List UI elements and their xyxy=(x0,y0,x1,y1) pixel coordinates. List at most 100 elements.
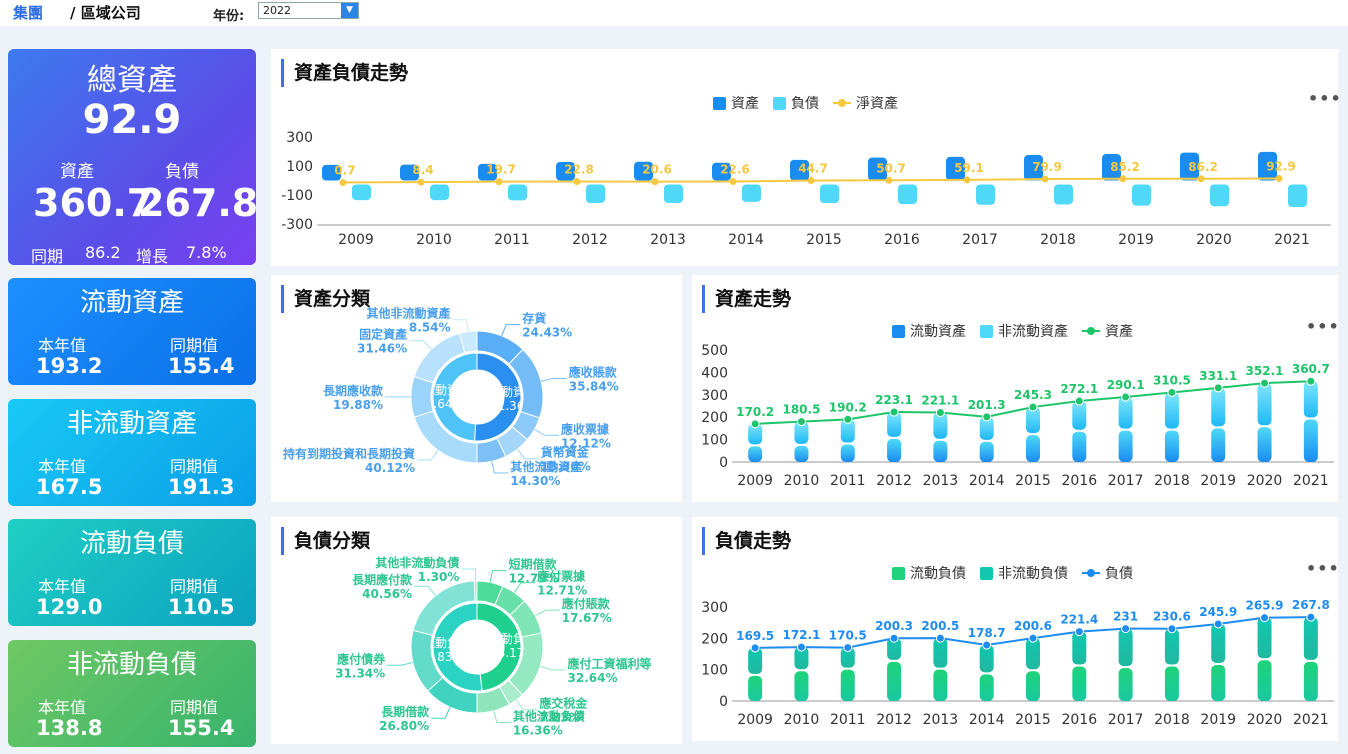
outer-slice-value: 12.79% xyxy=(509,572,559,586)
outer-slice-value: 24.43% xyxy=(522,326,572,340)
legend-item-asset[interactable]: 資產 xyxy=(713,93,759,113)
chart-asset-liability: 300 100 -100 -300 2009 2010 2011 2012 2013 2014 20… xyxy=(281,130,1331,248)
legend-item-noncurrent-assets[interactable]: 非流動資產 xyxy=(980,321,1068,341)
panel-asset-liability-trend: 資產負債走勢 資產 負債 淨資產 ••• 300 100 -100 -300 2009 2… xyxy=(271,49,1341,266)
x-tick-label: 2012 xyxy=(572,232,608,248)
outer-slice-value: 12.12% xyxy=(561,436,611,450)
label-leader-line xyxy=(534,609,560,617)
point-total xyxy=(935,633,945,643)
y-tick-label: 100 xyxy=(286,159,313,175)
bar-segment-current xyxy=(1211,664,1226,701)
breadcrumb-root-link[interactable]: 集團 xyxy=(13,4,44,22)
bar-segment-current xyxy=(1026,671,1040,701)
x-tick-label: 2012 xyxy=(876,712,912,728)
panel-asset-trend: 資產走勢 流動資產 非流動資產 資產 ••• 0 100 200 300 400 500 2… xyxy=(692,275,1340,502)
bar-asset xyxy=(946,156,965,181)
kpi-title: 流動資產 xyxy=(79,288,184,318)
bar-asset xyxy=(400,164,419,181)
point-total xyxy=(1306,612,1316,622)
bar-segment-current xyxy=(1211,428,1226,462)
point-total xyxy=(1121,392,1131,402)
x-tick-label: 2020 xyxy=(1196,232,1232,248)
x-tick-label: 2017 xyxy=(962,232,998,248)
bar-segment-current xyxy=(1026,435,1040,462)
year-select[interactable]: 2022 ▼ xyxy=(258,2,359,19)
more-options-icon[interactable]: ••• xyxy=(1306,559,1340,578)
bar-segment-noncurrent xyxy=(887,412,902,437)
y-tick-label: -100 xyxy=(281,188,313,204)
y-tick-label: 100 xyxy=(701,663,728,679)
data-label-total: 245.3 xyxy=(1014,388,1052,402)
x-tick-label: 2012 xyxy=(876,473,912,489)
bar-liability xyxy=(898,184,917,205)
y-tick-label: 300 xyxy=(701,600,728,616)
data-label-net-asset: 19.7 xyxy=(486,163,516,177)
legend-item-assets[interactable]: 資產 xyxy=(1082,321,1133,341)
legend-item-noncurrent-liabilities[interactable]: 非流動負債 xyxy=(980,563,1068,583)
legend-item-liabilities[interactable]: 負債 xyxy=(1082,563,1133,583)
data-label-total: 267.8 xyxy=(1292,598,1330,612)
bar-segment-current xyxy=(1118,668,1133,701)
bar-segment-current xyxy=(1303,419,1318,462)
x-tick-label: 2010 xyxy=(416,232,452,248)
bar-segment-current xyxy=(794,445,809,462)
outer-slice-label: 應付工資福利等 xyxy=(568,656,652,671)
bar-segment-noncurrent xyxy=(1118,628,1133,667)
kpi-title: 非流動資產 xyxy=(66,409,197,439)
bar-segment-current xyxy=(840,669,855,701)
x-tick-label: 2019 xyxy=(1200,473,1236,489)
y-tick-label: 300 xyxy=(701,388,728,404)
x-tick-label: 2021 xyxy=(1293,712,1329,728)
y-tick-label: 200 xyxy=(701,631,728,647)
bar-liability xyxy=(1288,184,1307,208)
point-total xyxy=(1028,633,1038,643)
x-tick-label: 2013 xyxy=(923,712,959,728)
data-label-total: 221.1 xyxy=(921,393,959,407)
data-label-net-asset: 79.9 xyxy=(1032,160,1062,174)
bar-segment-noncurrent xyxy=(794,421,809,444)
bar-segment-current xyxy=(887,661,902,701)
legend-item-liability[interactable]: 負債 xyxy=(773,93,819,113)
legend-item-current-assets[interactable]: 流動資產 xyxy=(892,321,966,341)
panel-title: 資產負債走勢 xyxy=(281,59,408,87)
bar-segment-noncurrent xyxy=(933,412,948,439)
panel-liability-trend: 負債走勢 流動負債 非流動負債 負債 ••• 0 100 200 300 2009 201… xyxy=(692,517,1340,741)
outer-slice-label: 應付票據 xyxy=(537,569,586,584)
bar-segment-current xyxy=(840,444,855,462)
kpi-total-assets-card: 總資產 92.9 資產 負債 360.7 267.8 同期 86.2 增長 7.… xyxy=(8,49,256,265)
label-leader-line xyxy=(414,585,436,596)
more-options-icon[interactable]: ••• xyxy=(1308,89,1342,108)
y-tick-label: 200 xyxy=(701,410,728,426)
chevron-down-icon[interactable]: ▼ xyxy=(341,3,358,18)
bar-segment-noncurrent xyxy=(748,647,763,674)
chart-liability-trend: 0 100 200 300 2009 2010 2011 2012 2013 2014 2015 20… xyxy=(701,598,1334,728)
label-leader-line xyxy=(501,324,521,336)
bar-segment-noncurrent xyxy=(1257,383,1272,426)
bar-segment-current xyxy=(1257,427,1272,462)
point-net-asset xyxy=(417,178,425,186)
bar-liability xyxy=(352,184,371,201)
point-total xyxy=(750,643,760,653)
outer-slice-label: 短期借款 xyxy=(509,557,558,572)
x-tick-label: 2021 xyxy=(1293,473,1329,489)
data-label-total: 180.5 xyxy=(782,403,820,417)
x-tick-label: 2015 xyxy=(806,232,842,248)
bar-segment-noncurrent xyxy=(840,647,855,668)
year-label: 年份: xyxy=(213,9,245,24)
bar-asset xyxy=(1180,152,1199,181)
legend-swatch xyxy=(833,99,851,107)
legend-item-current-liabilities[interactable]: 流動負債 xyxy=(892,563,966,583)
x-tick-label: 2011 xyxy=(830,473,866,489)
bar-liability xyxy=(508,184,527,201)
data-label-total: 223.1 xyxy=(875,393,913,407)
label-leader-line xyxy=(431,707,451,719)
more-options-icon[interactable]: ••• xyxy=(1306,317,1340,336)
bar-segment-current xyxy=(748,675,763,701)
legend-item-net-asset[interactable]: 淨資產 xyxy=(833,93,898,113)
bar-segment-current xyxy=(1164,430,1179,462)
bar-segment-noncurrent xyxy=(1257,617,1272,659)
bar-liability xyxy=(430,184,449,201)
bar-segment-noncurrent xyxy=(1072,631,1087,665)
x-tick-label: 2020 xyxy=(1247,473,1283,489)
point-total xyxy=(889,407,899,417)
